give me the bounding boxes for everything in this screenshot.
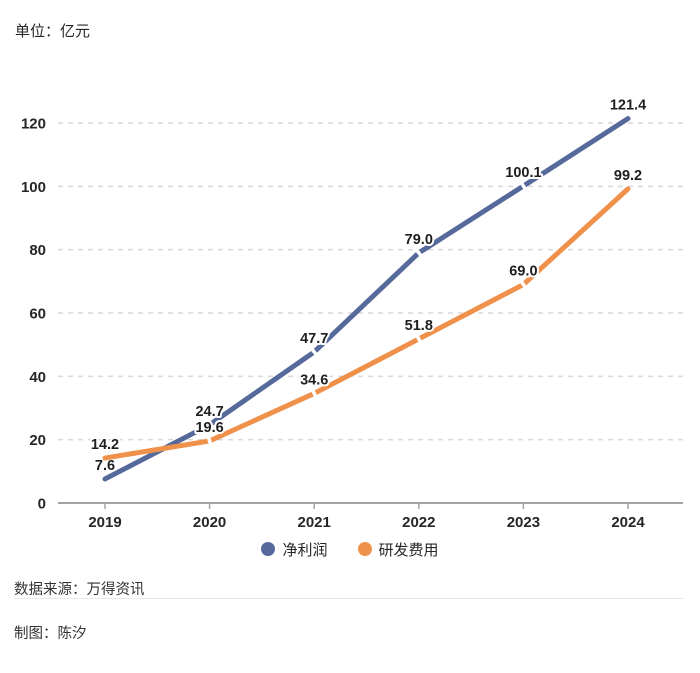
legend-label-net-profit: 净利润	[282, 541, 328, 559]
divider-line	[14, 598, 684, 599]
data-source-label: 数据来源：万得资讯	[14, 582, 145, 598]
data-label: 100.1	[505, 165, 541, 181]
x-tick-label: 2020	[193, 514, 226, 531]
y-tick-label: 120	[21, 116, 46, 133]
x-tick-label: 2023	[507, 514, 540, 531]
data-label: 34.6	[300, 372, 328, 388]
point-marker-gap	[309, 346, 320, 358]
series-line-1	[102, 186, 631, 461]
data-label: 121.4	[610, 98, 646, 114]
chart-legend: 净利润 研发费用	[0, 539, 700, 560]
point-marker-gap	[518, 278, 529, 291]
data-label: 14.2	[91, 437, 119, 453]
point-marker-gap	[518, 180, 529, 193]
legend-item-net-profit: 净利润	[261, 539, 328, 560]
credit-label: 制图：陈汐	[14, 626, 87, 642]
data-label: 7.6	[95, 458, 115, 474]
net-profit-dot-icon	[261, 542, 276, 556]
y-tick-label: 40	[29, 369, 46, 386]
data-label: 19.6	[195, 420, 223, 436]
series-line-0	[102, 116, 631, 482]
data-label: 24.7	[195, 404, 223, 420]
y-tick-label: 20	[29, 432, 46, 449]
x-tick-label: 2019	[88, 514, 121, 531]
data-label: 79.0	[405, 232, 433, 248]
data-label: 99.2	[614, 168, 642, 184]
x-tick-label: 2021	[298, 514, 331, 531]
y-tick-label: 100	[21, 179, 46, 196]
data-label: 69.0	[509, 264, 537, 280]
data-label: 51.8	[405, 318, 433, 334]
line-chart: 0 20 40 60 80 100 120 2019 2020 2021 2022 2023 2024 7…	[21, 96, 683, 531]
y-tick-label: 80	[29, 242, 46, 259]
y-tick-label: 60	[29, 306, 46, 323]
data-label: 47.7	[300, 331, 328, 347]
legend-item-rd-expense: 研发费用	[357, 539, 439, 560]
point-marker-gap	[414, 332, 424, 346]
point-marker-gap	[309, 387, 319, 400]
rd-expense-dot-icon	[357, 542, 372, 556]
y-tick-label: 0	[38, 496, 46, 513]
x-tick-label: 2022	[402, 514, 435, 531]
point-marker-gap	[206, 434, 214, 448]
x-tick-label: 2024	[611, 514, 645, 531]
legend-label-rd-expense: 研发费用	[378, 541, 439, 559]
point-marker-gap	[413, 247, 424, 259]
unit-label: 单位：亿元	[15, 23, 91, 40]
point-marker-gap	[204, 418, 215, 431]
